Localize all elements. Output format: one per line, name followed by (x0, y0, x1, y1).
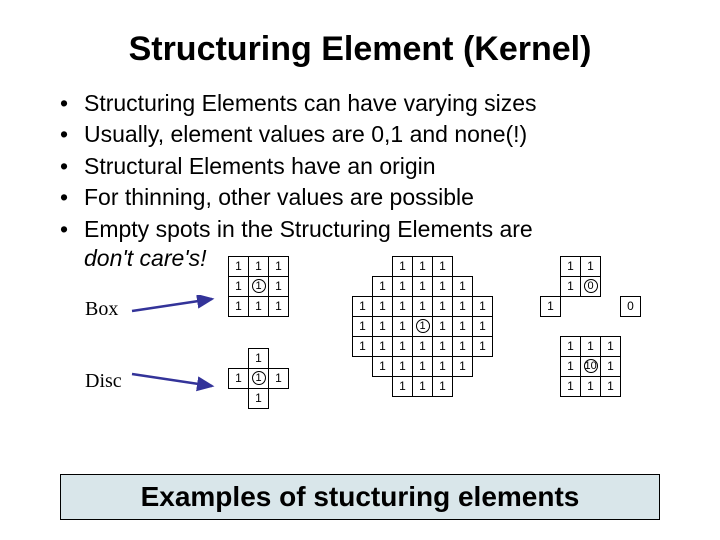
arrow-icon (130, 295, 220, 319)
bullet-item: Usually, element values are 0,1 and none… (60, 120, 670, 149)
box-label: Box (85, 298, 118, 321)
bullet-item: Structuring Elements can have varying si… (60, 89, 670, 118)
figure-area: Box Disc 111111111 11111 111111111111111… (50, 270, 670, 440)
grid-box-small: 111111111 (228, 256, 289, 317)
grid-disc-large: 1110101111101111 (540, 256, 641, 397)
caption-box: Examples of stucturing elements (60, 474, 660, 520)
bullet-text: Empty spots in the Structuring Elements … (84, 216, 533, 242)
bullet-italic: don't care's! (84, 245, 207, 271)
bullet-item: For thinning, other values are possible (60, 183, 670, 212)
grid-box-large: 1111111111111111111111111111111111111 (352, 256, 493, 397)
bullet-item: Structural Elements have an origin (60, 152, 670, 181)
disc-label: Disc (85, 370, 122, 393)
slide: Structuring Element (Kernel) Structuring… (0, 0, 720, 540)
grid-disc-small: 11111 (228, 348, 289, 409)
bullet-list: Structuring Elements can have varying si… (60, 89, 670, 274)
slide-title: Structuring Element (Kernel) (50, 30, 670, 69)
arrow-icon (130, 370, 220, 394)
caption-text: Examples of stucturing elements (141, 481, 580, 512)
